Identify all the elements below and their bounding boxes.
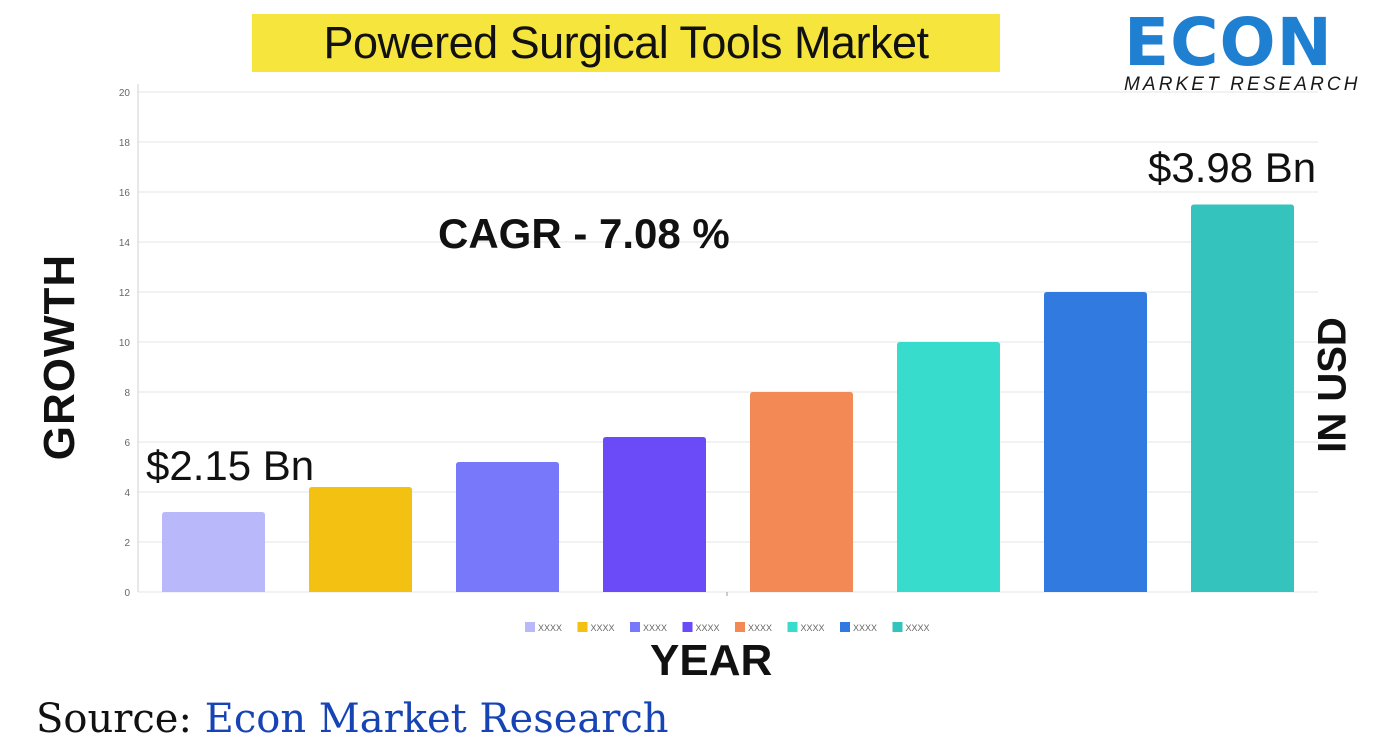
y-tick-label: 18 [119, 138, 131, 149]
y-tick-labels: 0 2 4 6 8 10 12 14 16 18 20 [119, 88, 131, 599]
y-tick-label: 16 [119, 188, 131, 199]
legend-swatch [735, 622, 745, 632]
legend-swatch [525, 622, 535, 632]
legend-swatch [840, 622, 850, 632]
legend-label: XXXX [801, 623, 825, 633]
legend-label: XXXX [853, 623, 877, 633]
y-tick-label: 10 [119, 338, 131, 349]
legend-label: XXXX [696, 623, 720, 633]
y-axis-label: GROWTH [35, 253, 84, 461]
legend-swatch [892, 622, 903, 632]
y-tick-label: 0 [124, 588, 130, 599]
y-tick-label: 14 [119, 238, 131, 249]
legend-label: XXXX [538, 623, 562, 633]
y-tick-label: 4 [124, 488, 130, 499]
title-banner: Powered Surgical Tools Market [252, 14, 1000, 72]
legend-label: XXXX [906, 623, 930, 633]
econ-logo: ECON MARKET RESEARCH [1120, 4, 1376, 100]
logo-wordmark: ECON [1124, 4, 1333, 81]
x-axis-label: YEAR [650, 636, 773, 685]
y-tick-label: 2 [124, 538, 130, 549]
logo-subtitle: MARKET RESEARCH [1124, 74, 1361, 95]
bar [1044, 292, 1147, 592]
y-tick-label: 8 [124, 388, 130, 399]
y-tick-label: 6 [124, 438, 130, 449]
bar [897, 342, 1000, 592]
legend-swatch [787, 622, 798, 632]
chart-legend: XXXX XXXX XXXX XXXX XXXX XXXX XXXX XXXX [525, 622, 930, 633]
legend-label: XXXX [748, 623, 772, 633]
legend-swatch [682, 622, 693, 632]
chart-bars [162, 204, 1294, 592]
bar [603, 437, 706, 592]
start-value-annotation: $2.15 Bn [146, 442, 315, 489]
end-value-annotation: $3.98 Bn [1148, 144, 1317, 191]
y-tick-label: 20 [119, 88, 131, 99]
y-tick-label: 12 [119, 288, 131, 299]
page-title: Powered Surgical Tools Market [323, 17, 929, 68]
source-credit: Source: Econ Market Research [36, 696, 669, 742]
bar [750, 392, 853, 592]
bar [1191, 204, 1294, 592]
legend-label: XXXX [591, 623, 615, 633]
source-name: Econ Market Research [204, 696, 669, 742]
legend-label: XXXX [643, 623, 667, 633]
legend-swatch [630, 622, 640, 632]
bar [162, 512, 265, 592]
source-prefix: Source: [36, 696, 192, 742]
legend-swatch [577, 622, 588, 632]
bar [456, 462, 559, 592]
bar [309, 487, 412, 592]
y-axis-unit-label: IN USD [1310, 317, 1355, 453]
cagr-annotation: CAGR - 7.08 % [438, 210, 730, 257]
